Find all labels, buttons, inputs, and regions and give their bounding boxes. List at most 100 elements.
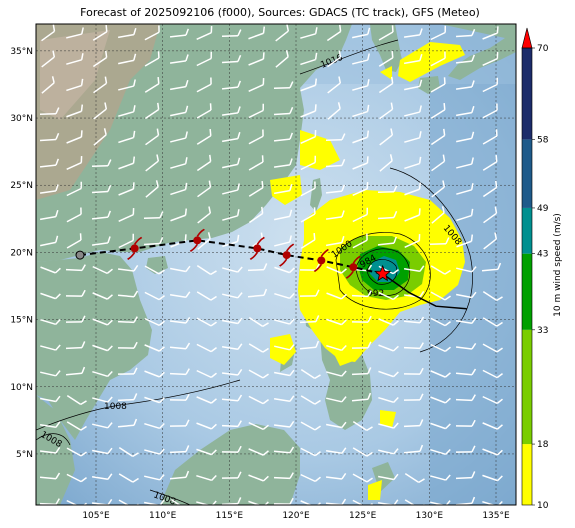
wind-barb — [92, 265, 113, 275]
wind-barb — [482, 129, 498, 145]
wind-barb — [482, 291, 503, 302]
wind-barb — [169, 79, 189, 91]
wind-barb — [430, 51, 446, 67]
wind-barb — [430, 370, 451, 378]
wind-barb — [92, 25, 108, 41]
colorbar: 70 58 49 43 33 18 10 — [521, 27, 549, 511]
wind-barb — [483, 232, 498, 250]
wind-barb — [118, 208, 135, 222]
isobar-1008-west — [36, 379, 241, 431]
wind-barb — [455, 54, 476, 64]
wind-barb — [299, 315, 320, 324]
wind-barb — [118, 233, 135, 249]
wind-barb — [248, 343, 269, 353]
wind-barb — [248, 206, 264, 224]
wind-barb — [482, 317, 503, 327]
wind-barb — [92, 370, 113, 378]
wind-barb — [455, 105, 475, 117]
isobar-1008-borneo — [149, 489, 191, 505]
wind-barb — [274, 344, 295, 351]
wind-barb — [91, 473, 113, 480]
wind-barb — [66, 421, 87, 431]
wind-barb — [144, 370, 165, 378]
wind-barb — [273, 81, 294, 90]
wind-barb — [404, 79, 423, 91]
lat-tick-label: 10°N — [10, 383, 33, 393]
wind-barb — [40, 344, 61, 351]
map-title: Forecast of 2025092106 (f000), Sources: … — [80, 6, 480, 19]
wind-barb — [91, 159, 112, 168]
colorbar-tick-label: 43 — [537, 250, 548, 260]
storm-symbol — [249, 236, 265, 260]
wind-barb — [455, 28, 476, 38]
wind-barb — [248, 474, 269, 482]
wind-barb — [196, 317, 217, 327]
wind-barb — [378, 473, 399, 481]
wind-barb — [221, 471, 242, 479]
wind-barb — [273, 183, 293, 195]
track-origin-marker — [75, 250, 85, 260]
wind-barb — [39, 472, 61, 480]
wind-barb — [248, 421, 269, 431]
wind-barb — [118, 156, 136, 170]
storm-symbol — [313, 248, 329, 273]
latitude-tick-labels: 35°N 30°N 25°N 20°N 15°N 10°N 5°N — [10, 47, 33, 460]
wind-barb — [65, 366, 86, 376]
wind-barb — [117, 393, 138, 402]
wind-barb — [118, 79, 136, 91]
wind-barb — [221, 343, 243, 350]
wind-barb — [66, 156, 83, 170]
wind-barb — [248, 317, 269, 328]
wind-barb — [455, 80, 475, 90]
wind-barb — [248, 52, 265, 66]
wind-barb — [482, 500, 503, 505]
wind-barb — [196, 265, 217, 276]
storm-symbol — [345, 255, 361, 279]
isobar-992 — [355, 248, 411, 296]
wind-barb — [66, 78, 84, 92]
wind-barb — [352, 499, 373, 505]
wind-barb — [170, 208, 188, 222]
isobar-984 — [367, 259, 398, 285]
lon-tick-label: 120°E — [282, 511, 310, 521]
wind-barb — [40, 318, 61, 326]
wind-barb — [300, 233, 316, 249]
wind-barb — [273, 395, 295, 402]
wind-barb — [377, 210, 398, 220]
wind-barb — [455, 471, 476, 480]
wind-barb — [430, 25, 447, 41]
forecast-track-line — [79, 239, 383, 275]
wind-barb — [300, 473, 321, 483]
wind-barb — [352, 473, 373, 483]
wind-barb — [456, 266, 477, 273]
wind-barb — [145, 128, 160, 146]
lon-tick-label: 125°E — [349, 511, 377, 521]
wind-barb — [482, 369, 503, 379]
wind-barb — [117, 290, 139, 298]
wind-barb — [482, 448, 503, 456]
wind-barb — [66, 27, 84, 39]
wind-barb — [300, 155, 317, 171]
wind-barb — [273, 420, 295, 428]
wind-barb — [352, 79, 370, 91]
wind-barb — [117, 367, 138, 375]
wind-barb — [352, 447, 373, 457]
wind-barb — [455, 496, 476, 505]
wind-barb — [403, 53, 423, 65]
wind-barb — [221, 394, 243, 402]
wind-barb — [403, 265, 425, 272]
wind-barb — [325, 472, 347, 480]
wind-barb — [273, 158, 293, 168]
wind-barb — [430, 317, 451, 327]
wind-barb — [144, 291, 165, 301]
wind-barb — [169, 28, 190, 38]
wind-barb — [144, 344, 165, 352]
wind-barb — [117, 27, 137, 39]
wind-barb — [403, 28, 423, 38]
wind-barb — [41, 50, 56, 68]
map-frame — [35, 23, 517, 506]
wind-barb — [352, 53, 370, 65]
wind-barb — [118, 130, 136, 144]
wind-barb — [430, 422, 451, 430]
